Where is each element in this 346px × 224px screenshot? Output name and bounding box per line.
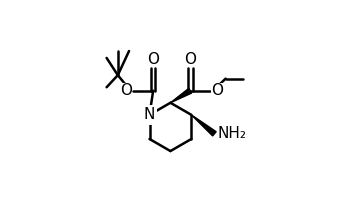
Text: NH₂: NH₂ [218, 126, 247, 141]
Text: O: O [184, 52, 196, 67]
Polygon shape [171, 88, 192, 103]
Text: O: O [147, 52, 159, 67]
Text: O: O [120, 83, 133, 98]
Polygon shape [191, 115, 216, 136]
Text: N: N [144, 107, 155, 122]
Text: O: O [211, 83, 223, 98]
